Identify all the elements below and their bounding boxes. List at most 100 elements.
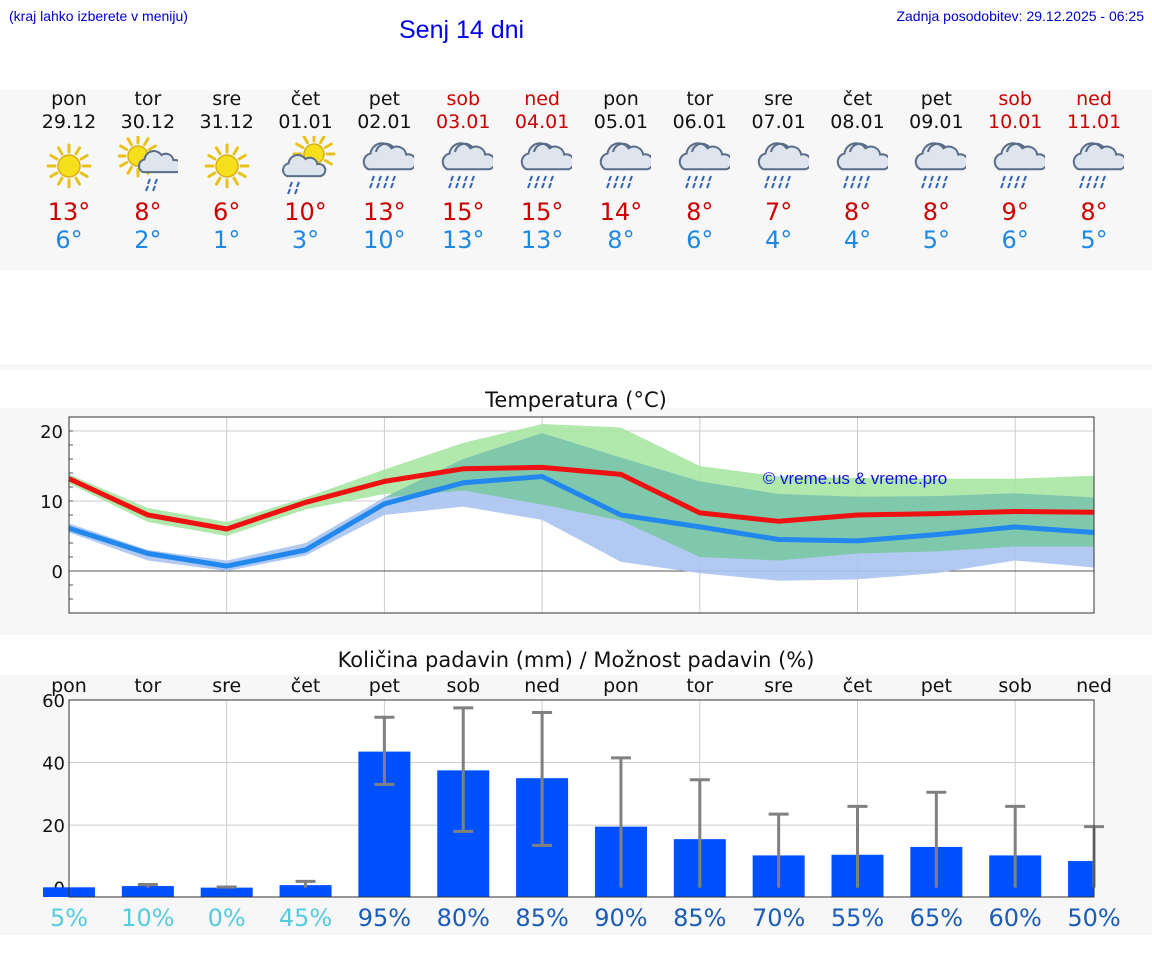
temperature-chart-title: Temperatura (°C): [485, 388, 667, 412]
watermark-label: © vreme.us & vreme.pro: [763, 469, 947, 488]
day-date: 01.01: [278, 111, 333, 133]
weather-icon: [117, 136, 178, 192]
temp-min: 4°: [765, 226, 793, 254]
day-name: sob: [998, 88, 1032, 110]
day-name: tor: [686, 88, 714, 110]
sun-icon: [204, 143, 250, 189]
temp-min: 5°: [922, 226, 950, 254]
daily-forecast-band: [0, 90, 1152, 270]
precipitation-day-label: sob: [446, 675, 480, 697]
last-updated: Zadnja posodobitev: 29.12.2025 - 06:25: [896, 8, 1144, 24]
weather-icon: [1072, 142, 1125, 189]
day-name: sob: [446, 88, 481, 110]
precipitation-probability: 85%: [673, 904, 727, 932]
temperature-chart: 0 10 20 © vreme.us & vreme.pro: [40, 416, 1095, 614]
precipitation-y-tick-label: 20: [42, 816, 65, 837]
day-date: 31.12: [199, 111, 254, 133]
precipitation-probability: 95%: [357, 904, 412, 932]
precipitation-day-label: pon: [603, 675, 639, 697]
temp-max: 8°: [134, 198, 162, 226]
day-date: 09.01: [909, 111, 964, 133]
separator: [0, 364, 1152, 370]
day-date: 08.01: [830, 111, 885, 133]
temp-max: 6°: [213, 198, 241, 226]
weather-icon: [757, 142, 809, 189]
precipitation-day-label: ned: [1076, 675, 1112, 697]
temp-max: 7°: [765, 198, 793, 226]
day-name: sre: [212, 88, 242, 110]
precipitation-probability: 80%: [436, 904, 490, 932]
rain-cloud-icon: [1072, 142, 1125, 189]
temperature-y-tick-label: 10: [40, 492, 63, 513]
temp-max: 8°: [1080, 198, 1108, 226]
weather-icon: [363, 142, 415, 189]
weather-icon: [993, 142, 1046, 189]
temp-max: 9°: [1001, 198, 1029, 226]
temp-min: 5°: [1080, 226, 1108, 254]
max-temp-line: [67, 464, 1095, 532]
temp-min: 8°: [607, 226, 635, 254]
precipitation-bar: [279, 885, 332, 897]
day-date: 30.12: [120, 111, 176, 133]
day-name: čet: [842, 88, 873, 110]
rain-cloud-icon: [363, 142, 415, 189]
day-date: 11.01: [1066, 111, 1122, 133]
precipitation-probability: 10%: [121, 904, 175, 932]
weather-icon: [520, 142, 573, 189]
temp-max: 10°: [284, 198, 327, 226]
precipitation-probability: 50%: [1067, 904, 1121, 932]
precipitation-probability: 5%: [49, 904, 89, 932]
precipitation-day-label: čet: [291, 675, 321, 697]
precipitation-probability: 55%: [830, 904, 885, 932]
precipitation-day-label: sre: [764, 675, 793, 697]
temp-max: 13°: [363, 198, 406, 226]
precipitation-probability: 70%: [751, 904, 806, 932]
day-date: 02.01: [357, 111, 412, 133]
rain-cloud-icon: [915, 142, 967, 189]
day-name: pet: [368, 88, 400, 110]
precipitation-probability: 0%: [207, 904, 246, 932]
temp-min: 1°: [213, 226, 241, 254]
sun-icon: [46, 143, 92, 189]
temperature-y-tick-label: 0: [52, 562, 63, 583]
precipitation-bar: [1068, 861, 1094, 897]
rain-cloud-icon: [757, 142, 809, 189]
precipitation-plot-frame: [68, 699, 1095, 898]
day-date: 04.01: [514, 111, 570, 133]
rain-cloud-icon: [678, 142, 730, 189]
min-temp-line: [68, 474, 1095, 569]
rain-cloud-icon: [442, 142, 494, 189]
weather-icon: [46, 143, 92, 189]
day-date: 07.01: [751, 111, 806, 133]
precipitation-probability: 65%: [909, 904, 964, 932]
page-title: Senj 14 dni: [399, 16, 525, 44]
day-name: tor: [134, 88, 162, 110]
temp-max: 8°: [922, 198, 950, 226]
temp-max: 14°: [599, 198, 643, 226]
weather-icon: [836, 142, 888, 189]
weather-icon: [915, 142, 967, 189]
precipitation-bar: [200, 887, 253, 897]
precipitation-day-label: pet: [369, 675, 400, 697]
weather-icon: [204, 143, 250, 189]
temp-min: 6°: [1001, 226, 1029, 254]
day-name: pon: [51, 88, 87, 110]
precipitation-chart: pon tor sre čet pet sob ned pon tor sre čet pet sob n…: [42, 675, 1112, 900]
precipitation-y-tick-label: 40: [42, 754, 65, 775]
day-date: 10.01: [987, 111, 1043, 133]
temp-max: 15°: [441, 198, 485, 226]
temp-min: 2°: [134, 226, 162, 254]
precipitation-y-tick-label: 60: [42, 691, 65, 712]
precipitation-day-label: tor: [134, 675, 161, 697]
day-name: ned: [524, 88, 560, 110]
temp-min: 4°: [843, 226, 872, 254]
rain-cloud-icon: [520, 142, 573, 189]
day-date: 03.01: [436, 111, 491, 133]
cloud-sun-rain-icon: [281, 136, 336, 195]
location-menu-hint[interactable]: (kraj lahko izberete v meniju): [9, 8, 188, 24]
weather-icon: [442, 142, 494, 189]
temp-min: 13°: [441, 226, 485, 254]
temp-max: 8°: [843, 198, 872, 226]
precipitation-day-label: čet: [843, 675, 873, 697]
precipitation-probability: 85%: [515, 904, 569, 932]
